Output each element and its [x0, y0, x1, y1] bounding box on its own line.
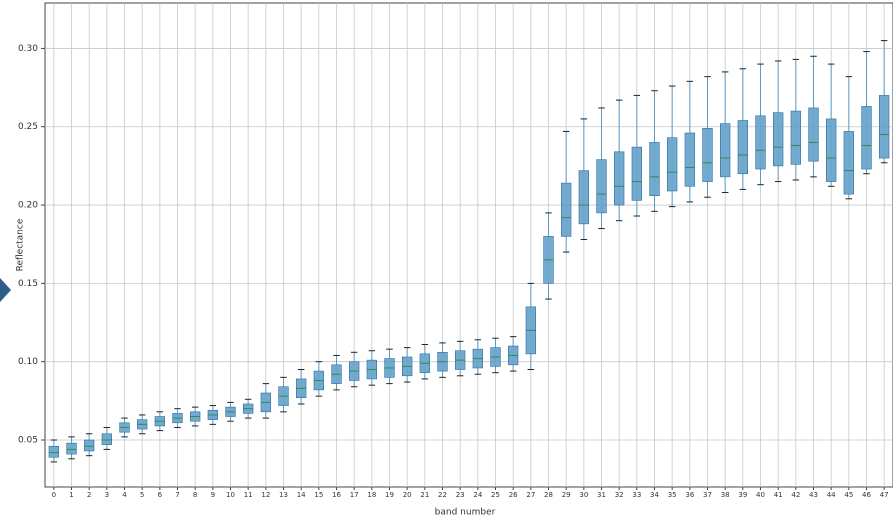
plot-area — [44, 2, 893, 488]
box — [773, 112, 784, 167]
x-tick-label: 21 — [420, 491, 429, 499]
box — [861, 106, 872, 170]
x-tick-label: 22 — [438, 491, 447, 499]
x-tick-label: 31 — [597, 491, 606, 499]
x-tick-label: 28 — [544, 491, 553, 499]
x-tick-label: 36 — [685, 491, 694, 499]
x-tick-label: 3 — [105, 491, 109, 499]
x-tick-label: 6 — [158, 491, 163, 499]
y-axis-label: Reflectance — [16, 218, 26, 271]
box — [596, 159, 607, 214]
x-tick-label: 45 — [844, 491, 853, 499]
side-arrow — [0, 278, 11, 302]
x-tick-label: 37 — [703, 491, 712, 499]
x-tick-label: 38 — [721, 491, 730, 499]
box — [826, 118, 837, 182]
x-tick-label: 8 — [193, 491, 197, 499]
box — [879, 95, 890, 159]
x-tick-label: 17 — [350, 491, 359, 499]
box — [84, 439, 95, 452]
box — [101, 433, 112, 446]
x-tick-label: 0 — [52, 491, 56, 499]
x-tick-label: 9 — [211, 491, 215, 499]
x-tick-label: 2 — [87, 491, 91, 499]
x-tick-label: 41 — [774, 491, 783, 499]
x-tick-label: 35 — [668, 491, 677, 499]
x-tick-label: 18 — [367, 491, 376, 499]
x-tick-label: 19 — [385, 491, 394, 499]
x-tick-label: 24 — [473, 491, 482, 499]
x-tick-label: 23 — [456, 491, 465, 499]
x-tick-label: 32 — [615, 491, 624, 499]
x-tick-label: 47 — [880, 491, 889, 499]
box — [808, 107, 819, 162]
x-tick-label: 12 — [261, 491, 270, 499]
x-tick-label: 30 — [579, 491, 588, 499]
x-tick-label: 29 — [562, 491, 571, 499]
box — [614, 151, 625, 206]
x-tick-label: 14 — [297, 491, 306, 499]
x-tick-label: 43 — [809, 491, 818, 499]
box — [720, 123, 731, 178]
x-tick-label: 5 — [140, 491, 144, 499]
y-tick-label: 0.15 — [18, 279, 38, 289]
x-tick-label: 39 — [738, 491, 747, 499]
box — [702, 128, 713, 182]
x-tick-label: 4 — [122, 491, 127, 499]
x-tick-label: 7 — [175, 491, 179, 499]
box — [631, 146, 642, 201]
box — [561, 182, 572, 237]
x-tick-label: 1 — [69, 491, 73, 499]
y-tick-label: 0.10 — [18, 357, 38, 367]
x-tick-label: 11 — [244, 491, 253, 499]
y-tick-label: 0.05 — [18, 436, 38, 446]
y-tick-label: 0.25 — [18, 122, 38, 132]
x-tick-label: 46 — [862, 491, 871, 499]
x-tick-label: 26 — [509, 491, 518, 499]
x-tick-label: 44 — [827, 491, 836, 499]
x-tick-label: 25 — [491, 491, 500, 499]
x-tick-label: 33 — [632, 491, 641, 499]
x-tick-label: 20 — [403, 491, 412, 499]
x-axis-label: band number — [435, 508, 496, 518]
y-tick-label: 0.30 — [18, 44, 38, 54]
box — [667, 137, 678, 192]
box — [684, 132, 695, 187]
box — [578, 170, 589, 225]
box — [843, 131, 854, 195]
x-tick-label: 13 — [279, 491, 288, 499]
x-tick-label: 40 — [756, 491, 765, 499]
x-tick-label: 15 — [314, 491, 323, 499]
box — [737, 120, 748, 175]
box — [66, 442, 77, 455]
box — [649, 142, 660, 196]
x-tick-label: 10 — [226, 491, 235, 499]
x-tick-label: 27 — [526, 491, 535, 499]
x-tick-label: 42 — [791, 491, 800, 499]
y-tick-label: 0.20 — [18, 201, 38, 211]
box — [790, 110, 801, 165]
x-tick-label: 16 — [332, 491, 341, 499]
box — [48, 445, 59, 458]
box — [755, 115, 766, 170]
x-tick-label: 34 — [650, 491, 659, 499]
